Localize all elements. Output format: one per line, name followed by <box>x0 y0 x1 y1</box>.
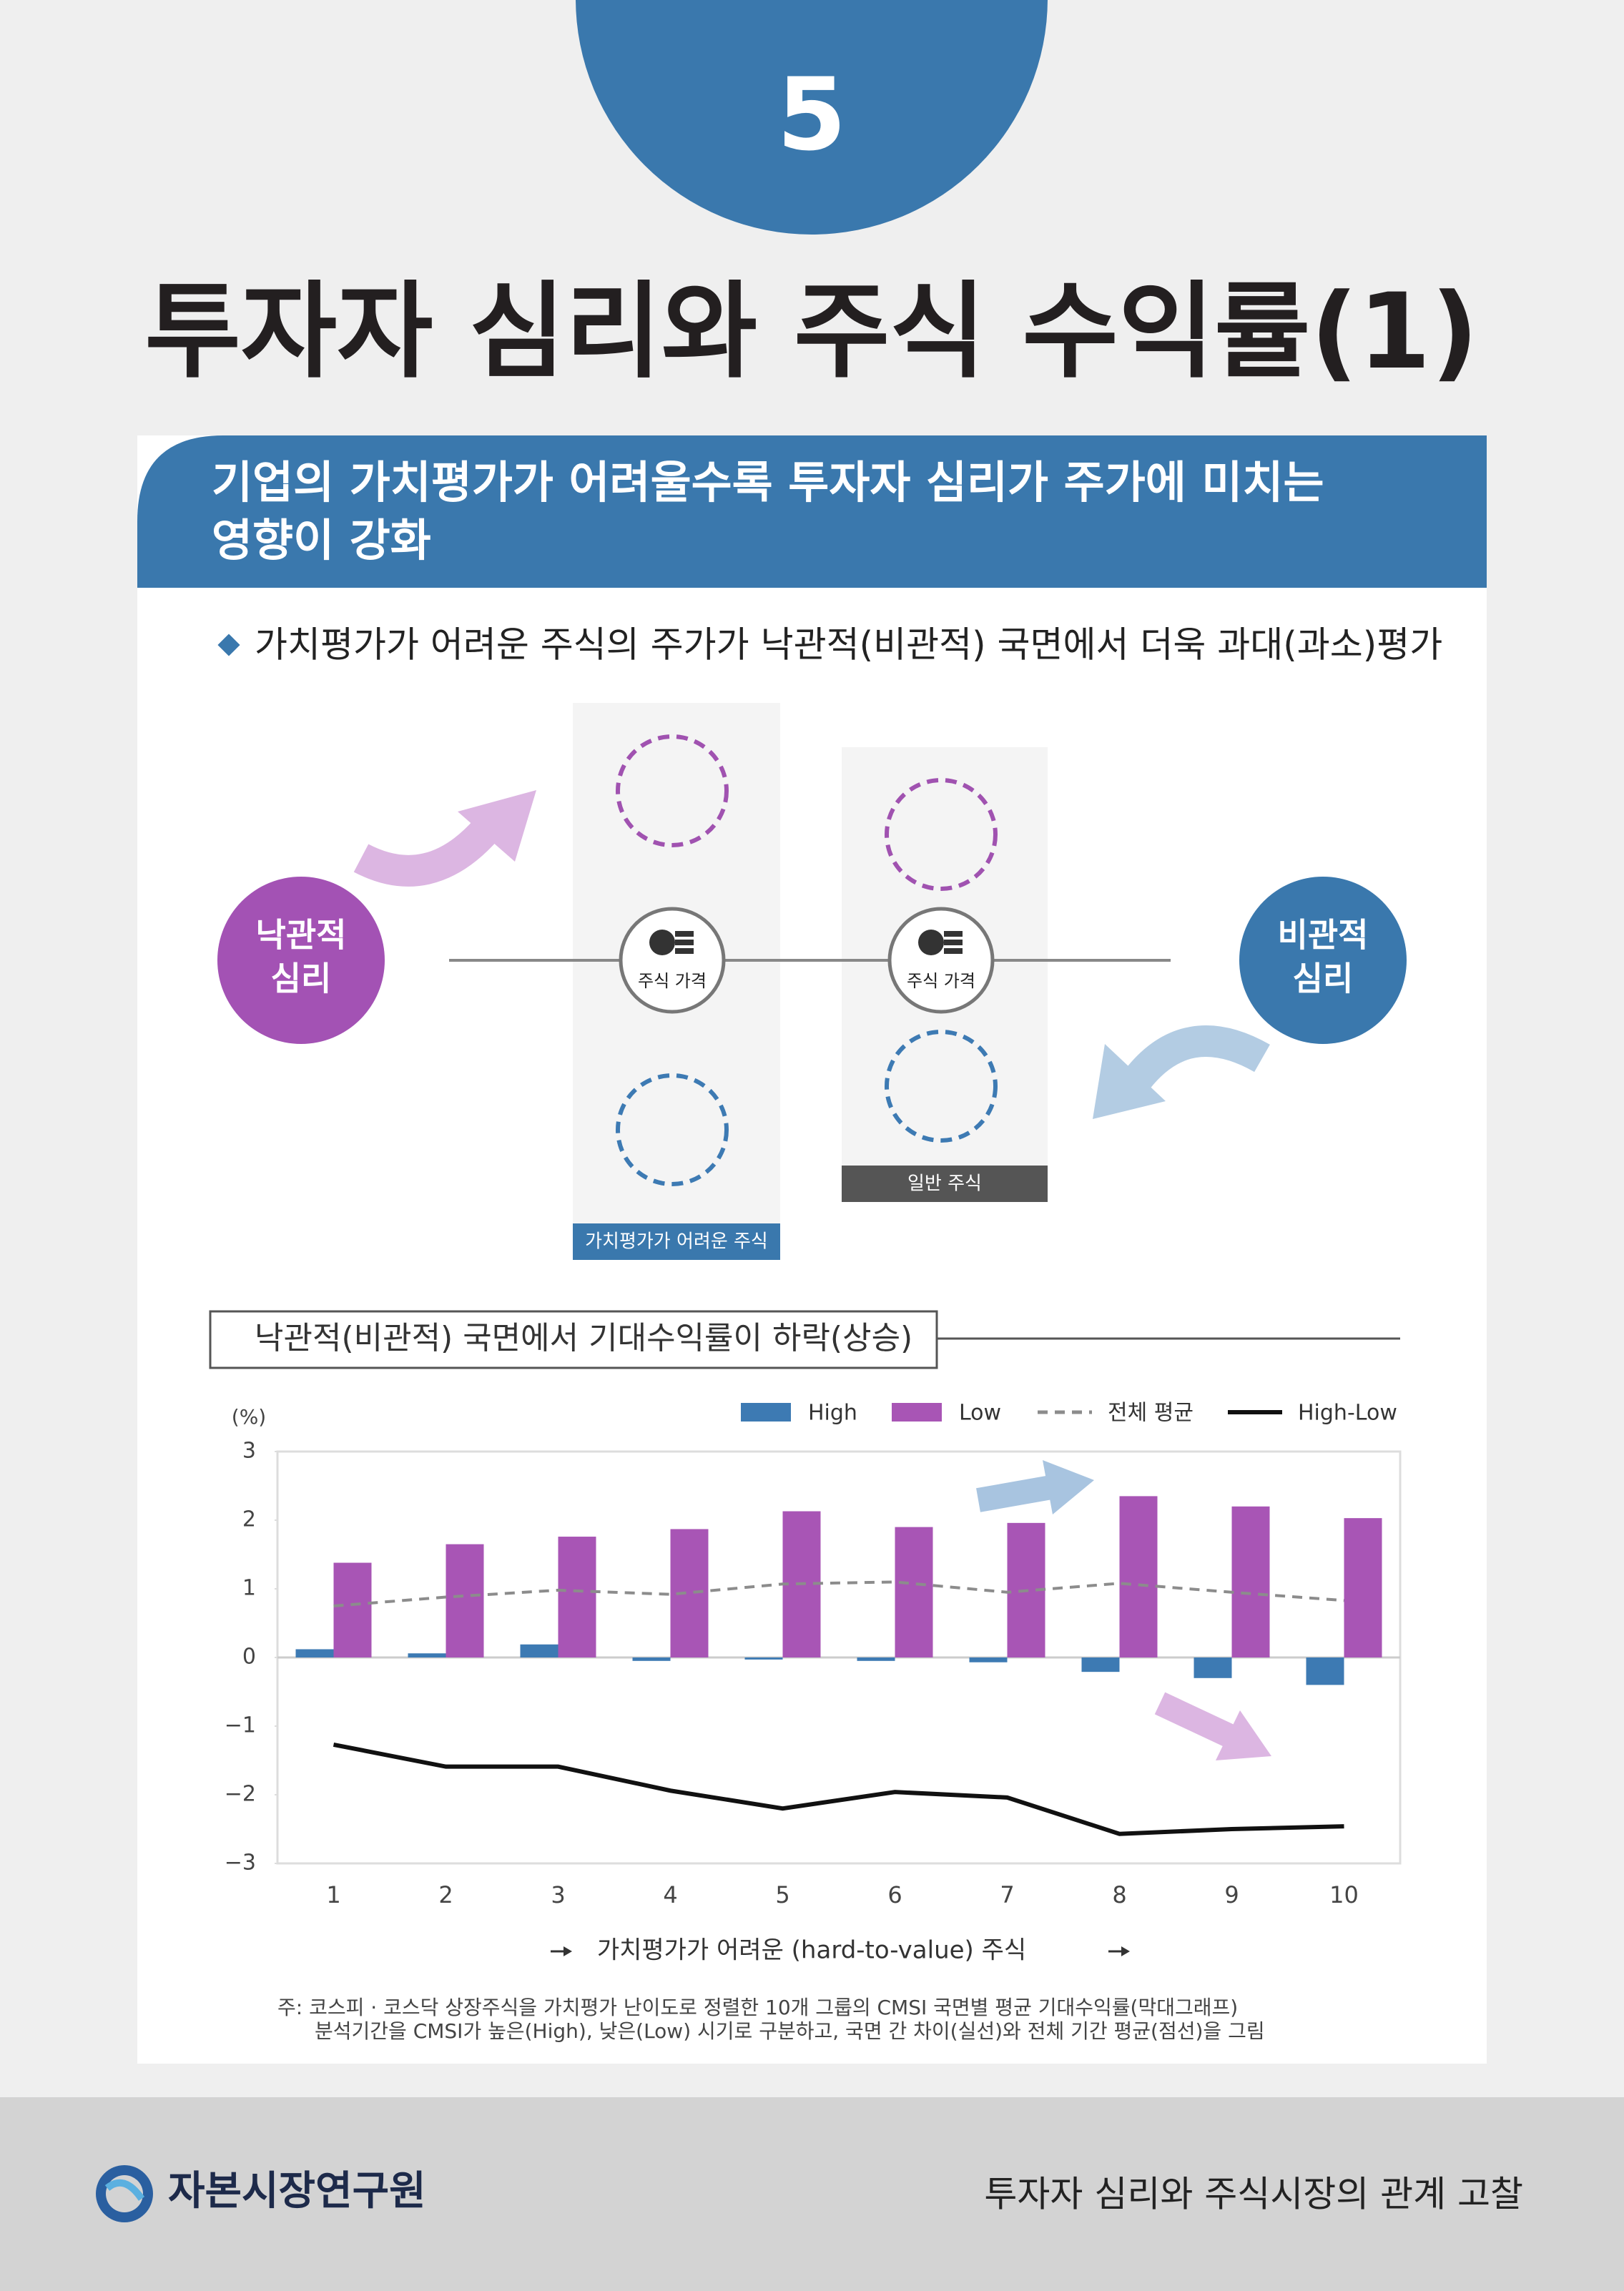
note: 주: 코스피 · 코스닥 상장주식을 가치평가 난이도로 정렬한 10개 그룹의… <box>277 1996 1238 2019</box>
bar <box>333 1562 372 1657</box>
y-tick-label: 3 <box>242 1439 256 1464</box>
bar <box>1344 1518 1382 1657</box>
bar <box>670 1529 709 1657</box>
bar <box>744 1657 783 1660</box>
bar <box>558 1537 596 1657</box>
pessimism-label: 심리 <box>1293 960 1354 998</box>
column-label: 일반 주식 <box>907 1173 982 1195</box>
x-tick-label: 8 <box>1112 1881 1126 1908</box>
chart: (%) −3 −2 −1 0 1 2 3 1 2 3 4 5 6 7 8 9 10 가치평가가 어려운 (hard-… <box>225 1401 1402 1965</box>
x-tick-label: 2 <box>438 1881 453 1908</box>
trend-arrow <box>976 1475 1053 1512</box>
legend-label: 전체 평균 <box>1108 1401 1194 1426</box>
optimism-circle <box>217 877 385 1044</box>
panel <box>137 435 1487 2064</box>
bar <box>1194 1657 1232 1678</box>
bar <box>632 1657 671 1661</box>
footer-caption: 투자자 심리와 주식시장의 관계 고찰 <box>984 2174 1523 2215</box>
pessimism-label: 비관적 <box>1278 916 1369 955</box>
footer-band <box>0 2097 1624 2291</box>
bar <box>969 1657 1008 1662</box>
bar <box>408 1653 446 1657</box>
x-axis-arrow-head <box>564 1946 572 1956</box>
pessimism-circle <box>1239 877 1407 1044</box>
trend-arrow <box>1154 1692 1236 1748</box>
column-label-box <box>842 1166 1048 1202</box>
bar <box>1081 1657 1120 1672</box>
legend-label: High <box>808 1401 857 1426</box>
bullet-diamond <box>217 634 240 656</box>
legend-label: Low <box>959 1401 1001 1426</box>
trend-arrow-head <box>1216 1710 1271 1760</box>
down-arrow <box>1093 1025 1270 1119</box>
x-tick-label: 1 <box>326 1881 340 1908</box>
dashed-circle <box>616 1073 729 1186</box>
bar <box>895 1527 933 1657</box>
x-tick-label: 7 <box>1000 1881 1014 1908</box>
bar <box>446 1544 484 1657</box>
x-tick-label: 3 <box>551 1881 565 1908</box>
headline-line: 영향이 강화 <box>212 514 431 566</box>
legend-swatch <box>741 1403 791 1422</box>
badge-number: 5 <box>777 57 846 174</box>
x-tick-label: 10 <box>1329 1881 1359 1908</box>
y-tick-label: 1 <box>242 1576 256 1601</box>
y-axis-label: (%) <box>232 1405 266 1429</box>
logo-mark <box>96 2165 153 2222</box>
y-tick-label: −1 <box>225 1713 256 1738</box>
price-label: 주식 가격 <box>907 971 975 991</box>
section-title: 낙관적(비관적) 국면에서 기대수익률이 하락(상승) <box>255 1320 912 1356</box>
dashed-circle <box>885 778 998 891</box>
optimism-label: 심리 <box>271 960 332 998</box>
bar <box>1231 1506 1270 1657</box>
x-tick-label: 9 <box>1224 1881 1239 1908</box>
legend-swatch <box>892 1403 942 1422</box>
bar <box>857 1657 895 1661</box>
bar <box>295 1649 334 1657</box>
bar <box>1119 1496 1158 1657</box>
x-tick-label: 4 <box>663 1881 677 1908</box>
x-tick-label: 5 <box>775 1881 789 1908</box>
headline-line: 기업의 가치평가가 어려울수록 투자자 심리가 주가에 미치는 <box>212 456 1324 508</box>
column-label-box <box>573 1223 780 1260</box>
page-title: 투자자 심리와 주식 수익률(1) <box>144 271 1478 393</box>
y-tick-label: 0 <box>242 1645 256 1670</box>
y-tick-label: −2 <box>225 1782 256 1807</box>
average-line <box>333 1580 1344 1607</box>
note: 분석기간을 CMSI가 높은(High), 낮은(Low) 시기로 구분하고, … <box>315 2019 1265 2043</box>
column-label: 가치평가가 어려운 주식 <box>585 1231 768 1253</box>
price-icon <box>887 907 995 1014</box>
dashed-circle <box>885 1030 998 1143</box>
dashed-circle <box>616 734 729 847</box>
price-icon <box>619 907 726 1014</box>
x-axis-label: 가치평가가 어려운 (hard-to-value) 주식 <box>597 1936 1026 1965</box>
up-arrow <box>353 790 536 887</box>
bullet-text: 가치평가가 어려운 주식의 주가가 낙관적(비관적) 국면에서 더욱 과대(과소… <box>255 624 1442 666</box>
headline-band <box>137 435 1487 588</box>
x-tick-label: 6 <box>887 1881 902 1908</box>
badge-circle <box>576 0 1048 235</box>
optimism-label: 낙관적 <box>256 916 347 955</box>
bar <box>520 1644 558 1657</box>
trend-arrow-head <box>1043 1460 1094 1514</box>
x-axis-arrow-head <box>1121 1946 1130 1956</box>
difference-line <box>333 1742 1344 1836</box>
y-tick-label: 2 <box>242 1507 256 1532</box>
logo-text: 자본시장연구원 <box>168 2168 426 2214</box>
legend-label: High-Low <box>1298 1401 1397 1426</box>
y-tick-label: −3 <box>225 1851 256 1876</box>
price-label: 주식 가격 <box>638 971 707 991</box>
bar <box>1306 1657 1344 1685</box>
